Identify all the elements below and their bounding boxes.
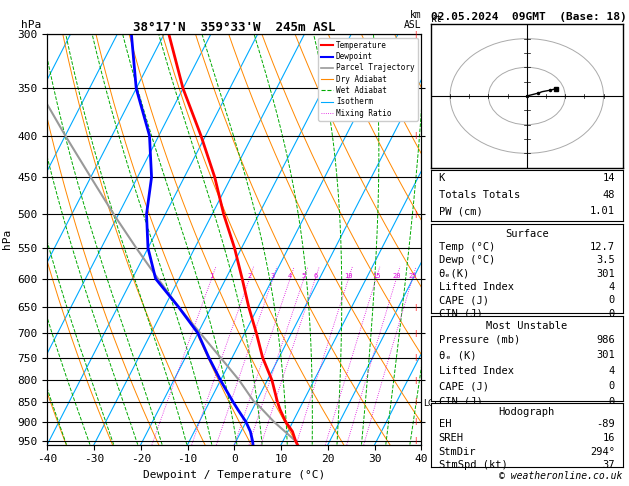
- Text: PW (cm): PW (cm): [438, 206, 482, 216]
- Text: 15: 15: [372, 273, 381, 279]
- Text: -89: -89: [596, 419, 615, 429]
- Text: CAPE (J): CAPE (J): [438, 295, 489, 306]
- Text: km
ASL: km ASL: [404, 10, 421, 30]
- Text: 301: 301: [596, 268, 615, 278]
- Text: 14: 14: [603, 173, 615, 183]
- Text: 4: 4: [288, 273, 292, 279]
- Text: StmSpd (kt): StmSpd (kt): [438, 460, 508, 470]
- Text: 294°: 294°: [590, 447, 615, 456]
- Text: 3.5: 3.5: [596, 255, 615, 265]
- Text: 16: 16: [603, 433, 615, 443]
- Text: CIN (J): CIN (J): [438, 397, 482, 407]
- Text: |: |: [414, 31, 416, 37]
- Legend: Temperature, Dewpoint, Parcel Trajectory, Dry Adiabat, Wet Adiabat, Isotherm, Mi: Temperature, Dewpoint, Parcel Trajectory…: [318, 38, 418, 121]
- Text: 986: 986: [596, 334, 615, 345]
- Text: |: |: [414, 398, 416, 405]
- Text: 0: 0: [609, 309, 615, 319]
- Text: 2: 2: [247, 273, 252, 279]
- Text: K: K: [438, 173, 445, 183]
- Text: |: |: [414, 132, 416, 139]
- Y-axis label: Mixing Ratio (g/kg): Mixing Ratio (g/kg): [437, 184, 447, 295]
- Text: CIN (J): CIN (J): [438, 309, 482, 319]
- Text: 37: 37: [603, 460, 615, 470]
- Text: 0: 0: [609, 381, 615, 391]
- Text: 4: 4: [609, 282, 615, 292]
- Title: 38°17'N  359°33'W  245m ASL: 38°17'N 359°33'W 245m ASL: [133, 21, 335, 34]
- Text: 12.7: 12.7: [590, 242, 615, 252]
- Text: 0: 0: [609, 397, 615, 407]
- Text: Totals Totals: Totals Totals: [438, 190, 520, 200]
- Text: |: |: [414, 330, 416, 337]
- Text: Hodograph: Hodograph: [499, 407, 555, 417]
- Text: 4: 4: [609, 365, 615, 376]
- X-axis label: Dewpoint / Temperature (°C): Dewpoint / Temperature (°C): [143, 470, 325, 480]
- Text: Lifted Index: Lifted Index: [438, 365, 513, 376]
- Text: 0: 0: [609, 295, 615, 306]
- Text: 25: 25: [408, 273, 416, 279]
- Text: © weatheronline.co.uk: © weatheronline.co.uk: [499, 471, 623, 481]
- Text: hPa: hPa: [21, 20, 42, 30]
- Text: |: |: [414, 304, 416, 311]
- Text: EH: EH: [438, 419, 451, 429]
- Text: StmDir: StmDir: [438, 447, 476, 456]
- Text: |: |: [414, 354, 416, 361]
- Y-axis label: hPa: hPa: [2, 229, 12, 249]
- Text: |: |: [414, 377, 416, 384]
- Text: 6: 6: [313, 273, 318, 279]
- Text: LCL: LCL: [423, 399, 440, 408]
- Text: |: |: [414, 211, 416, 218]
- Text: 301: 301: [596, 350, 615, 360]
- Text: 3: 3: [270, 273, 275, 279]
- Text: |: |: [414, 437, 416, 445]
- Text: 02.05.2024  09GMT  (Base: 18): 02.05.2024 09GMT (Base: 18): [431, 12, 626, 22]
- Text: 20: 20: [392, 273, 401, 279]
- Text: θₑ(K): θₑ(K): [438, 268, 470, 278]
- Text: CAPE (J): CAPE (J): [438, 381, 489, 391]
- Text: 1.01: 1.01: [590, 206, 615, 216]
- Text: Temp (°C): Temp (°C): [438, 242, 495, 252]
- Text: 10: 10: [344, 273, 353, 279]
- Text: Surface: Surface: [505, 229, 548, 239]
- Text: θₑ (K): θₑ (K): [438, 350, 476, 360]
- Text: SREH: SREH: [438, 433, 464, 443]
- Text: Lifted Index: Lifted Index: [438, 282, 513, 292]
- Text: Dewp (°C): Dewp (°C): [438, 255, 495, 265]
- Text: 1: 1: [209, 273, 214, 279]
- Text: 48: 48: [603, 190, 615, 200]
- Text: |: |: [414, 418, 416, 425]
- Text: Most Unstable: Most Unstable: [486, 321, 567, 331]
- Text: 5: 5: [302, 273, 306, 279]
- Text: kt: kt: [431, 14, 443, 24]
- Text: Pressure (mb): Pressure (mb): [438, 334, 520, 345]
